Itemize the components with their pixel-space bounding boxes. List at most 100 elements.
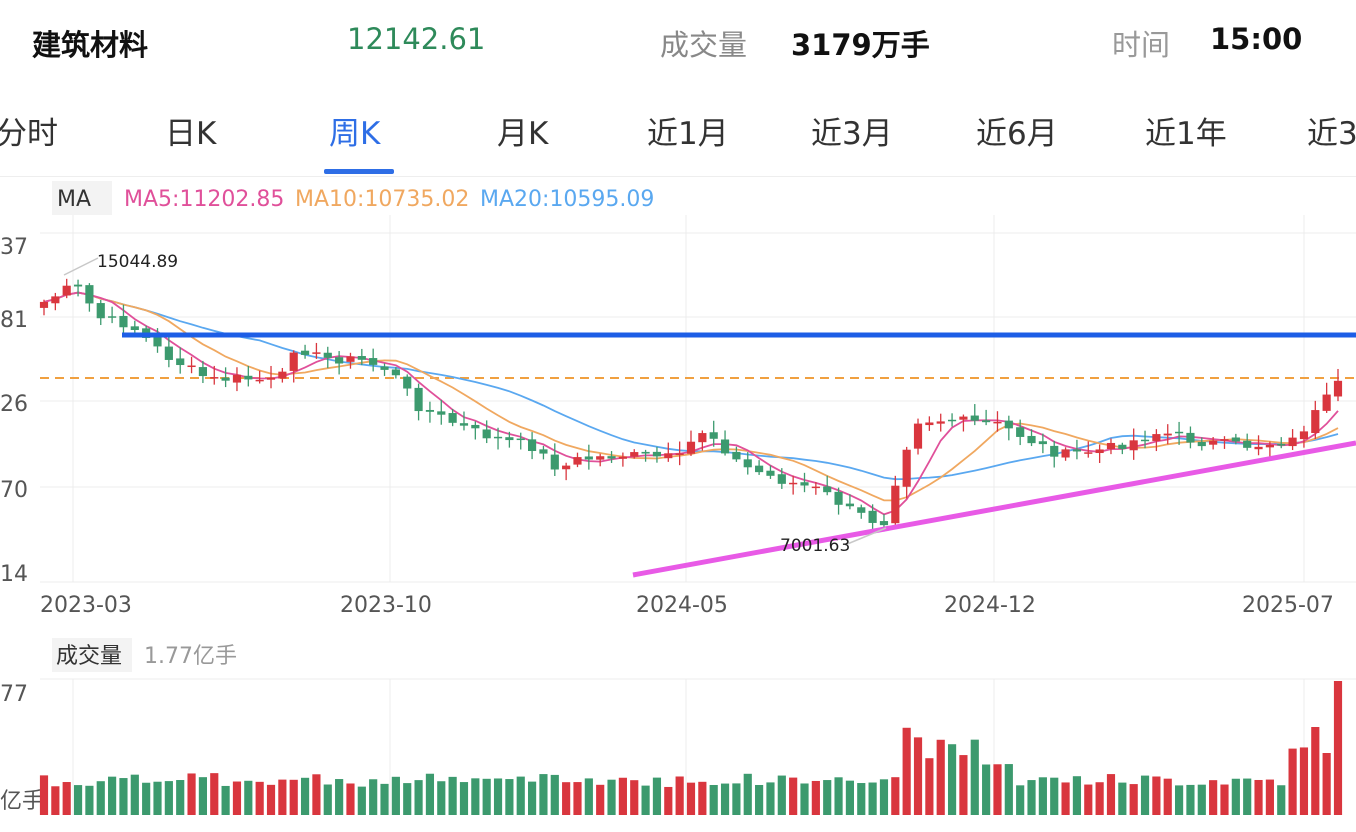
volume-bar <box>357 786 366 815</box>
volume-bar <box>755 784 764 815</box>
x-tick-label: 2024-12 <box>944 593 1036 618</box>
volume-bar <box>652 777 662 815</box>
candle <box>1209 440 1218 445</box>
volume-bar <box>732 783 741 815</box>
candle <box>868 510 877 523</box>
tab-intraday[interactable]: 分时 <box>0 116 58 152</box>
candle <box>1072 449 1082 452</box>
candle <box>119 315 128 328</box>
volume-y-tick-label: 77 <box>0 682 28 707</box>
volume-bar <box>800 783 809 815</box>
volume-bar <box>369 779 378 815</box>
candle <box>1311 410 1320 434</box>
candle <box>1152 434 1161 441</box>
volume-bar <box>1095 782 1104 815</box>
candle <box>289 352 298 371</box>
candle <box>1027 435 1036 444</box>
tab-3-years[interactable]: 近3 <box>1307 116 1356 152</box>
candle <box>618 456 627 459</box>
candle <box>153 336 162 347</box>
ma10-legend: MA10:10735.02 <box>295 187 469 212</box>
candle <box>528 439 537 452</box>
volume-bar <box>1050 777 1059 815</box>
x-tick-label: 2023-10 <box>340 593 432 618</box>
volume-bar <box>539 774 548 815</box>
volume-bar <box>346 783 355 815</box>
volume-bar <box>1175 785 1184 815</box>
x-tick-label: 2023-03 <box>40 593 132 618</box>
candle <box>221 377 230 381</box>
volume-bar <box>130 774 139 815</box>
tab-1-year[interactable]: 近1年 <box>1145 116 1227 152</box>
volume-bar <box>1265 779 1274 815</box>
candle <box>1004 420 1013 429</box>
volume-bar <box>664 786 673 815</box>
volume-bar <box>62 782 71 815</box>
candle <box>720 439 730 454</box>
candle <box>811 486 820 489</box>
volume-bar <box>414 780 423 815</box>
candle <box>1220 439 1229 441</box>
volume-bar <box>607 779 616 815</box>
volume-bar <box>459 782 469 815</box>
ma-badge[interactable]: MA <box>57 187 91 212</box>
tab-monthly-k[interactable]: 月K <box>497 116 549 152</box>
tab-3-months[interactable]: 近3月 <box>811 116 893 152</box>
candle <box>187 365 196 368</box>
candle <box>1333 380 1343 397</box>
candle <box>823 486 832 493</box>
candle <box>1106 442 1116 450</box>
candle <box>755 465 764 473</box>
candle <box>176 358 185 366</box>
volume-bar <box>255 781 264 815</box>
candle <box>516 438 525 441</box>
volume-bar <box>142 782 151 815</box>
tab-daily-k[interactable]: 日K <box>165 116 217 152</box>
min-annotation-leader <box>844 527 887 546</box>
ma20-legend: MA20:10595.09 <box>480 187 654 212</box>
candle <box>357 356 366 360</box>
candle <box>1175 431 1184 434</box>
volume-bar <box>164 781 173 815</box>
candle <box>505 437 514 441</box>
volume-bar <box>1084 784 1093 815</box>
candle <box>130 326 139 331</box>
volume-bar <box>51 786 60 815</box>
candle <box>630 452 639 457</box>
candle <box>1288 437 1297 447</box>
volume-bar <box>618 777 627 815</box>
candle <box>1061 449 1070 458</box>
time-value: 15:00 <box>1210 22 1303 56</box>
candle <box>675 453 684 455</box>
tab-6-months[interactable]: 近6月 <box>976 116 1058 152</box>
candle <box>39 301 49 308</box>
volume-bar <box>675 776 684 815</box>
volume-badge[interactable]: 成交量 <box>56 644 122 669</box>
y-tick-label: 37 <box>0 235 28 260</box>
candle <box>913 423 923 449</box>
candle <box>1163 433 1172 436</box>
candle <box>766 470 775 476</box>
candle <box>300 350 310 355</box>
candle <box>1243 440 1252 448</box>
candle <box>709 432 718 439</box>
kline-chart[interactable]: MA MA5:11202.85 MA10:10735.02 MA20:10595… <box>0 176 1356 832</box>
tab-1-month[interactable]: 近1月 <box>647 116 729 152</box>
candle <box>789 482 798 485</box>
volume-bar <box>789 777 798 815</box>
volume-bar <box>1163 778 1172 815</box>
volume-unit-label: 亿手 <box>0 789 44 814</box>
candle <box>686 441 696 454</box>
candle <box>800 482 809 486</box>
candle <box>1118 444 1127 449</box>
volume-bar <box>493 778 503 815</box>
candle <box>198 367 207 377</box>
support-trend-line[interactable] <box>632 440 1356 578</box>
volume-bar <box>982 764 991 815</box>
tab-weekly-k[interactable]: 周K <box>329 116 381 152</box>
volume-bar <box>641 785 650 815</box>
volume-bar <box>403 783 412 815</box>
volume-bar <box>73 785 83 815</box>
index-name: 建筑材料 <box>32 28 149 62</box>
volume-bar <box>777 775 786 815</box>
